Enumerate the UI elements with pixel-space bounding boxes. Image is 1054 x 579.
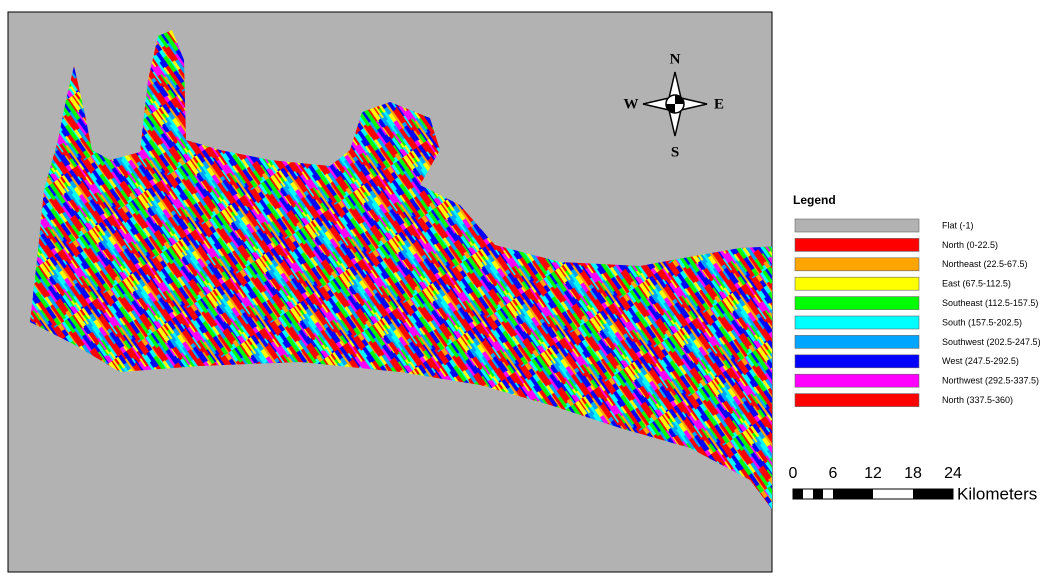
scale-segment	[793, 489, 803, 499]
legend-title: Legend	[793, 193, 836, 207]
compass-south: S	[671, 144, 679, 160]
legend: Flat (-1) North (0-22.5) Northeast (22.5-6…	[795, 219, 1041, 407]
scale-segment	[913, 489, 953, 499]
legend-label: North (0-22.5)	[942, 240, 998, 250]
compass-east: E	[714, 96, 724, 112]
scale-tick-label: 6	[829, 465, 838, 482]
legend-swatch	[795, 258, 919, 271]
legend-label: Flat (-1)	[942, 220, 974, 230]
legend-swatch	[795, 238, 919, 251]
scale-tick-label: 18	[904, 465, 922, 482]
legend-swatch	[795, 335, 919, 348]
legend-label: East (67.5-112.5)	[942, 279, 1011, 289]
legend-label: Northeast (22.5-67.5)	[942, 259, 1028, 269]
legend-swatch	[795, 394, 919, 407]
legend-swatch	[795, 355, 919, 368]
scale-tick-label: 0	[789, 465, 798, 482]
legend-swatch	[795, 374, 919, 387]
scale-bar: Kilometers 0 6 12 18 24	[789, 465, 1038, 503]
scale-unit: Kilometers	[957, 484, 1037, 503]
scale-tick-label: 24	[944, 465, 962, 482]
map-page: N S W E Legend Flat (-1) North (0-22.5) No…	[0, 0, 1054, 574]
legend-label: West (247.5-292.5)	[942, 356, 1019, 366]
legend-swatch	[795, 297, 919, 310]
legend-swatch	[795, 219, 919, 232]
legend-label: Northwest (292.5-337.5)	[942, 376, 1039, 386]
compass-west: W	[624, 96, 639, 112]
legend-swatch	[795, 277, 919, 290]
legend-label: Southeast (112.5-157.5)	[942, 298, 1038, 308]
scale-segment	[813, 489, 823, 499]
compass-north: N	[670, 51, 681, 67]
scale-tick-label: 12	[864, 465, 882, 482]
legend-label: Southwest (202.5-247.5)	[942, 337, 1041, 347]
legend-swatch	[795, 316, 919, 329]
legend-label: South (157.5-202.5)	[942, 317, 1022, 327]
scale-segment	[833, 489, 873, 499]
legend-label: North (337.5-360)	[942, 395, 1013, 405]
